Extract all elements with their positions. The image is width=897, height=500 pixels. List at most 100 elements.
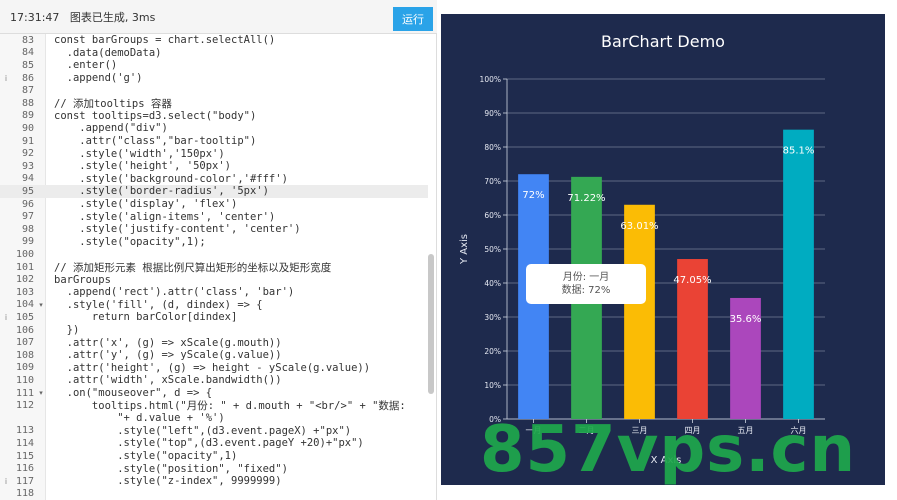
- line-number: 87: [21, 85, 34, 97]
- status-message: 17:31:47 图表已生成, 3ms: [10, 9, 155, 25]
- editor-scrollbar[interactable]: [428, 254, 434, 394]
- code-text: .on("mouseover", d => {: [54, 387, 213, 400]
- line-number: 101: [15, 261, 34, 273]
- code-line[interactable]: 98 .style('justify-content', 'center'): [0, 223, 428, 236]
- line-number: 106: [15, 324, 34, 336]
- info-icon: i: [4, 73, 8, 83]
- run-button[interactable]: 运行: [393, 7, 433, 31]
- tooltip-month: 月份: 一月: [562, 272, 610, 283]
- bar-6: [783, 129, 814, 419]
- code-line[interactable]: 112 tooltips.html("月份: " + d.mouth + "<b…: [0, 399, 428, 412]
- code-text: barGroups: [54, 273, 111, 286]
- code-line[interactable]: i 86 .append('g'): [0, 72, 428, 85]
- line-number: 86: [21, 72, 34, 84]
- y-tick-label: 40%: [484, 279, 501, 288]
- code-line[interactable]: 102 barGroups: [0, 273, 428, 286]
- line-number: 117: [15, 475, 34, 487]
- line-gutter: [0, 34, 46, 500]
- code-text: .style('display', 'flex'): [54, 198, 238, 211]
- tooltip-value: 数据: 72%: [561, 285, 611, 296]
- line-number: 91: [21, 135, 34, 147]
- code-line[interactable]: 90 .append("div"): [0, 122, 428, 135]
- code-line[interactable]: 109 .attr('height', (g) => height - ySca…: [0, 362, 428, 375]
- line-number: 104: [15, 299, 34, 311]
- code-editor[interactable]: 17:31:47 图表已生成, 3ms 运行 83 const barGroups…: [0, 0, 437, 500]
- line-number: 85: [21, 59, 34, 71]
- fold-toggle-icon[interactable]: ▾: [39, 389, 43, 398]
- code-text: // 添加tooltips 容器: [54, 97, 172, 110]
- code-area[interactable]: 83 const barGroups = chart.selectAll() 84 …: [0, 34, 437, 500]
- code-line[interactable]: 113 .style("left",(d3.event.pageX) +"px"…: [0, 425, 428, 438]
- line-number: 115: [15, 450, 34, 462]
- code-line[interactable]: 106 }): [0, 324, 428, 337]
- x-tick-label: 三月: [632, 426, 648, 435]
- code-line[interactable]: i 105 return barColor[dindex]: [0, 311, 428, 324]
- y-tick-label: 50%: [484, 245, 501, 254]
- code-line[interactable]: 99 .style("opacity",1);: [0, 236, 428, 249]
- code-line[interactable]: 96 .style('display', 'flex'): [0, 198, 428, 211]
- fold-toggle-icon[interactable]: ▾: [39, 300, 43, 309]
- code-line[interactable]: "+ d.value + '%'): [0, 412, 428, 425]
- code-text: .append('rect').attr('class', 'bar'): [54, 286, 295, 299]
- line-number: 111: [15, 387, 34, 399]
- code-line[interactable]: 115 .style("opacity",1): [0, 450, 428, 463]
- line-number: 99: [21, 236, 34, 248]
- x-axis-label: X Axis: [651, 455, 682, 466]
- code-line[interactable]: 89 const tooltips=d3.select("body"): [0, 110, 428, 123]
- code-line[interactable]: 108 .attr('y', (g) => yScale(g.value)): [0, 349, 428, 362]
- y-axis-label: Y Axis: [459, 234, 470, 265]
- code-line[interactable]: 84 .data(demoData): [0, 47, 428, 60]
- status-text: 图表已生成, 3ms: [69, 11, 156, 24]
- code-text: .append('g'): [54, 72, 143, 85]
- info-icon: i: [4, 476, 8, 486]
- code-line[interactable]: 92 .style('width','150px'): [0, 147, 428, 160]
- x-tick-label: 四月: [685, 426, 701, 435]
- code-text: tooltips.html("月份: " + d.mouth + "<br/>"…: [54, 400, 413, 413]
- line-number: 90: [21, 122, 34, 134]
- code-line[interactable]: 114 .style("top",(d3.event.pageY +20)+"p…: [0, 437, 428, 450]
- code-text: }): [54, 324, 80, 337]
- y-tick-label: 30%: [484, 313, 501, 322]
- bar-value-label: 63.01%: [620, 221, 658, 232]
- code-line[interactable]: 118: [0, 488, 428, 500]
- code-text: .style("opacity",1);: [54, 235, 206, 248]
- code-line[interactable]: i 117 .style("z-index", 9999999): [0, 475, 428, 488]
- code-text: .append("div"): [54, 122, 168, 135]
- code-line[interactable]: 95 .style('border-radius', '5px'): [0, 185, 428, 198]
- code-text: .style('width','150px'): [54, 147, 225, 160]
- code-line[interactable]: 97 .style('align-items', 'center'): [0, 210, 428, 223]
- code-line[interactable]: 100: [0, 248, 428, 261]
- code-line[interactable]: 103 .append('rect').attr('class', 'bar'): [0, 286, 428, 299]
- y-tick-label: 0%: [489, 415, 501, 424]
- code-line[interactable]: 85 .enter(): [0, 59, 428, 72]
- line-number: 116: [15, 463, 34, 475]
- editor-toolbar: 17:31:47 图表已生成, 3ms 运行: [0, 0, 437, 34]
- code-text: .style("top",(d3.event.pageY +20)+"px"): [54, 437, 364, 450]
- line-number: 96: [21, 198, 34, 210]
- y-tick-label: 90%: [484, 109, 501, 118]
- code-line[interactable]: 104 ▾ .style('fill', (d, dindex) => {: [0, 299, 428, 312]
- code-line[interactable]: 87: [0, 84, 428, 97]
- line-number: 105: [15, 311, 34, 323]
- line-number: 89: [21, 110, 34, 122]
- code-line[interactable]: 93 .style('height', '50px'): [0, 160, 428, 173]
- code-line[interactable]: 83 const barGroups = chart.selectAll(): [0, 34, 428, 47]
- code-line[interactable]: 101 // 添加矩形元素 根据比例尺算出矩形的坐标以及矩形宽度: [0, 261, 428, 274]
- code-line[interactable]: 91 .attr("class","bar-tooltip"): [0, 135, 428, 148]
- code-line[interactable]: 110 .attr('width', xScale.bandwidth()): [0, 374, 428, 387]
- code-line[interactable]: 116 .style("position", "fixed"): [0, 462, 428, 475]
- info-icon: i: [4, 312, 8, 322]
- chart-title: BarChart Demo: [601, 32, 725, 51]
- line-number: 95: [21, 185, 34, 197]
- y-tick-label: 60%: [484, 211, 501, 220]
- line-number: 110: [15, 374, 34, 386]
- x-tick-label: 六月: [791, 425, 807, 435]
- bar-tooltip: 月份: 一月 数据: 72%: [526, 264, 646, 304]
- code-line[interactable]: 111 ▾ .on("mouseover", d => {: [0, 387, 428, 400]
- code-line[interactable]: 88 // 添加tooltips 容器: [0, 97, 428, 110]
- code-text: .enter(): [54, 59, 118, 72]
- bar-4: [677, 259, 708, 419]
- code-line[interactable]: 107 .attr('x', (g) => xScale(g.mouth)): [0, 336, 428, 349]
- bar-value-label: 71.22%: [567, 193, 605, 204]
- code-line[interactable]: 94 .style('background-color','#fff'): [0, 173, 428, 186]
